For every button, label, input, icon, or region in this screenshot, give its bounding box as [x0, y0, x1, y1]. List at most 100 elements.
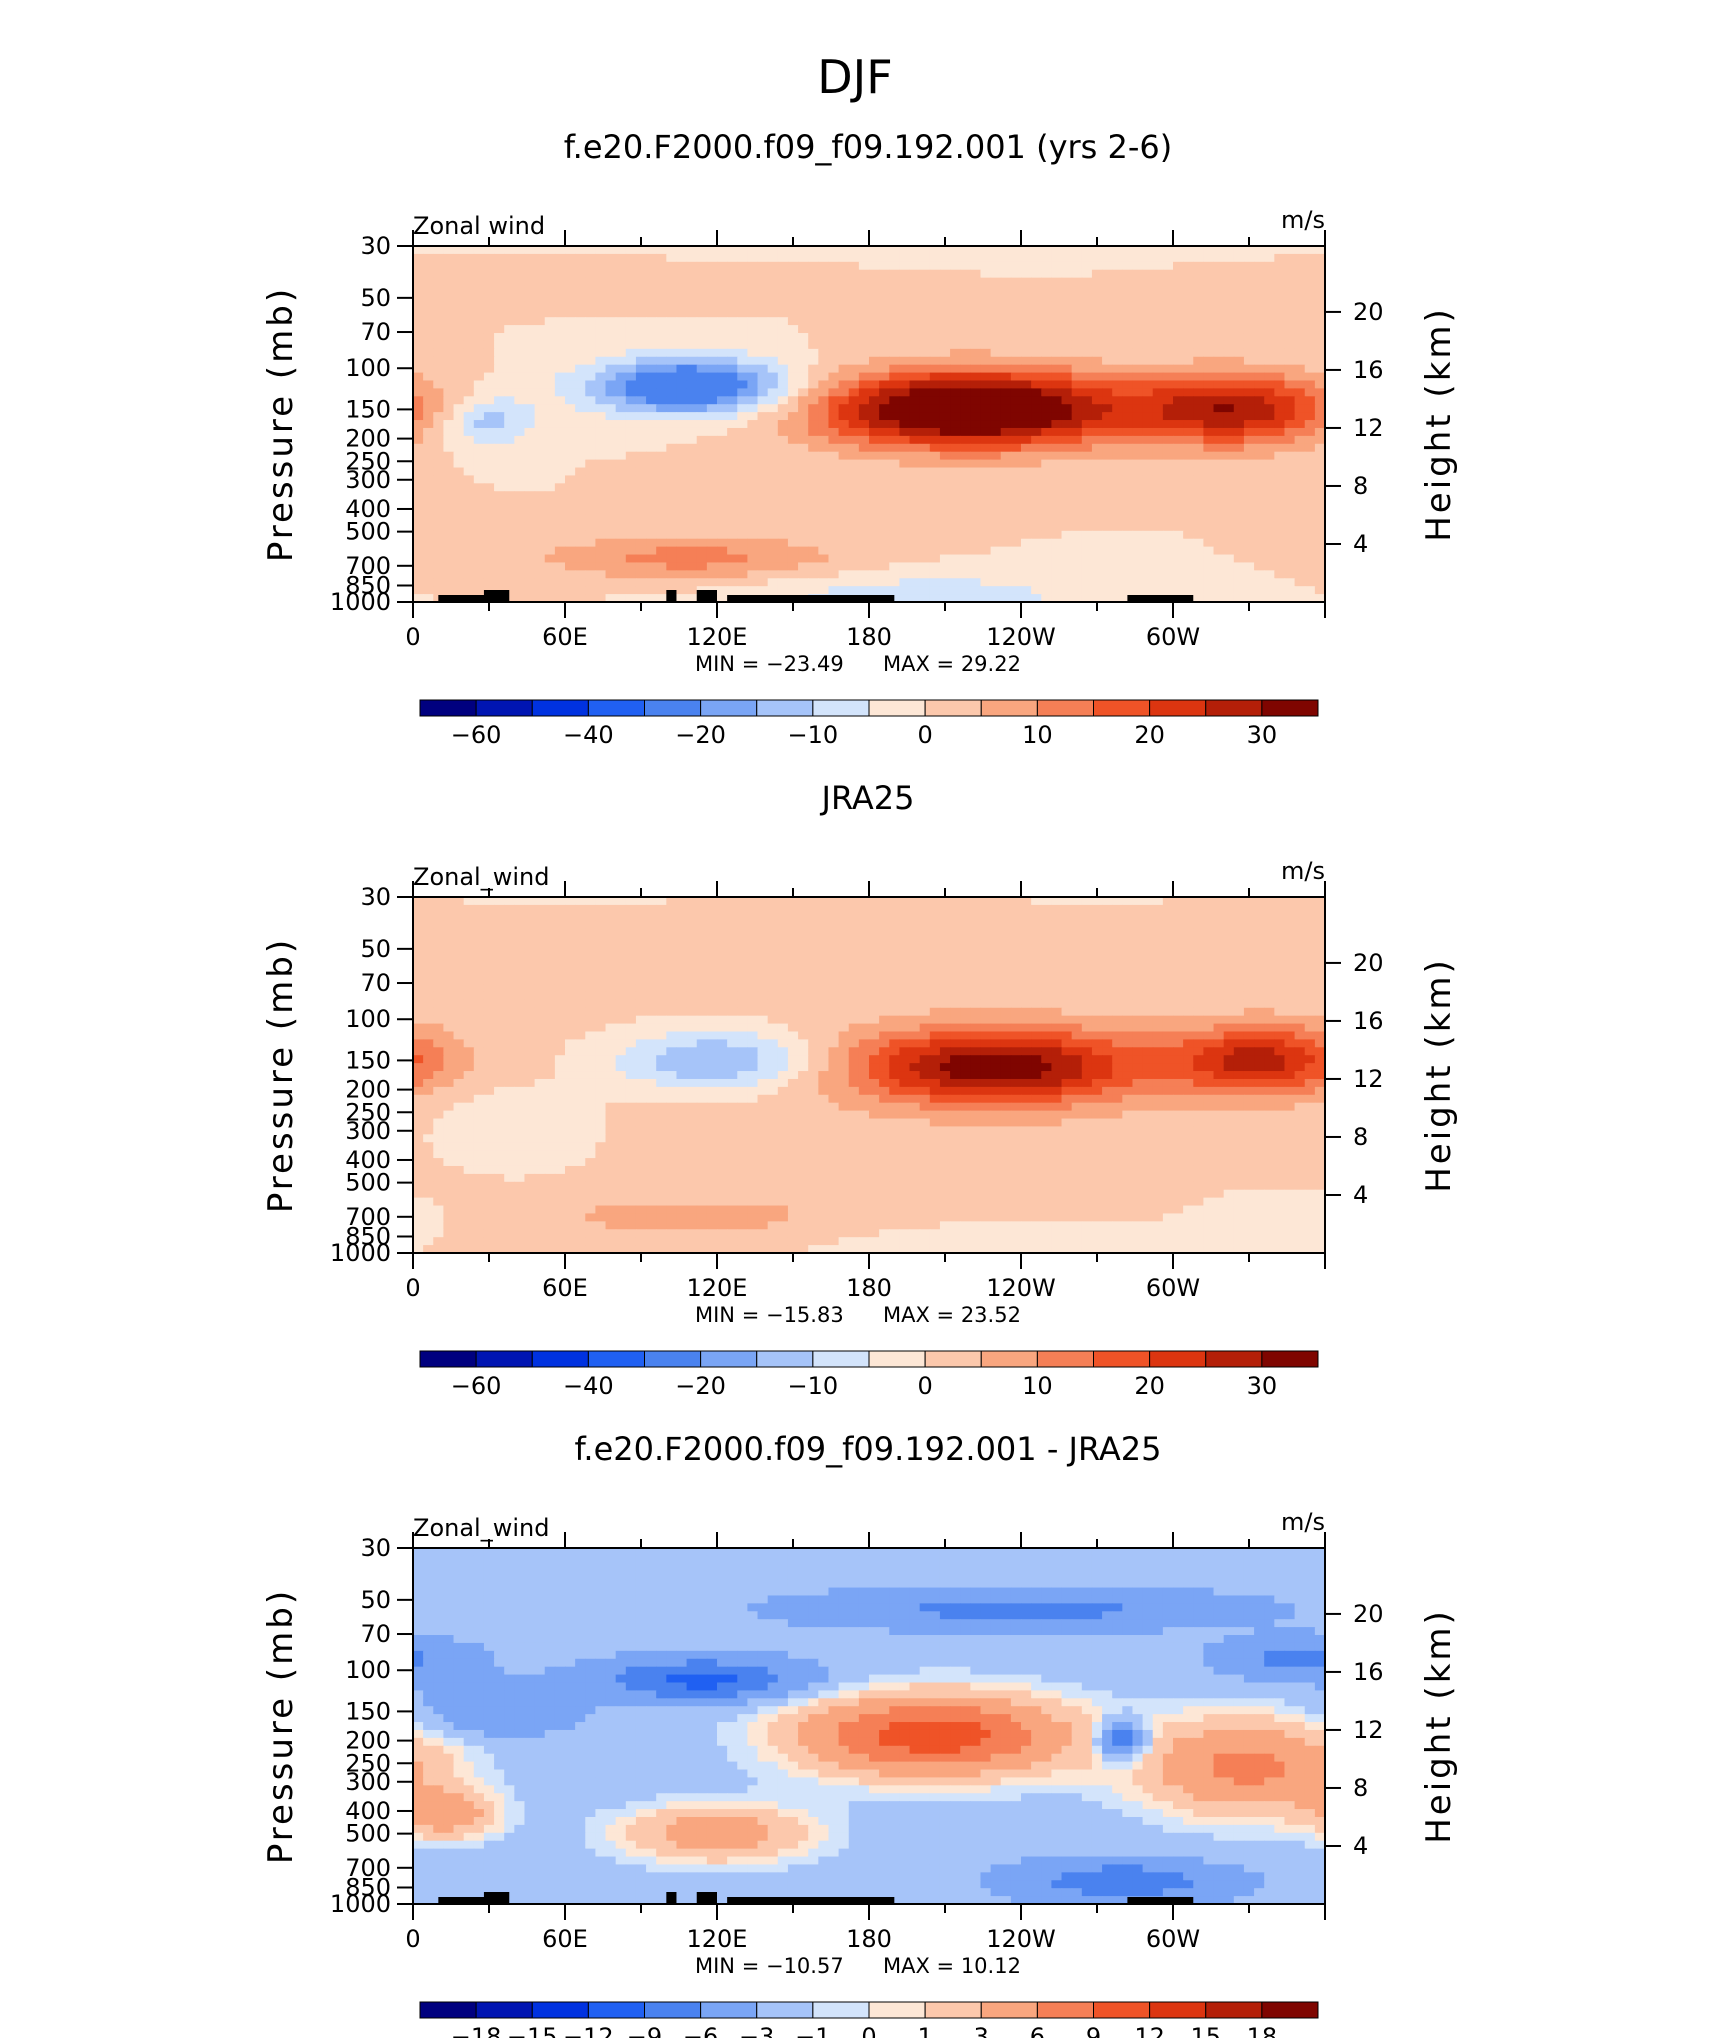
field-cell: [1254, 396, 1265, 405]
field-cell: [656, 269, 667, 279]
field-cell: [1031, 578, 1042, 587]
field-cell: [1162, 404, 1174, 413]
field-cell: [939, 427, 951, 437]
height-tick-label: 8: [1353, 472, 1368, 500]
field-cell: [798, 570, 809, 579]
field-cell: [899, 936, 911, 946]
field-cell: [656, 538, 667, 548]
field-cell: [565, 952, 576, 961]
field-cell: [777, 309, 789, 318]
field-cell: [1091, 285, 1103, 295]
field-cell: [483, 309, 495, 318]
field-cell: [1314, 944, 1326, 953]
field-cell: [838, 412, 850, 421]
field-cell: [747, 246, 759, 255]
field-cell: [858, 412, 870, 421]
field-cell: [757, 396, 769, 405]
field-cell: [838, 285, 850, 295]
field-cell: [483, 333, 495, 342]
field-cell: [1152, 364, 1164, 374]
field-cell: [615, 897, 627, 906]
field-cell: [757, 530, 769, 540]
field-cell: [990, 499, 1002, 508]
field-cell: [473, 388, 485, 397]
field-cell: [869, 443, 880, 453]
field-cell: [625, 904, 637, 914]
field-cell: [1314, 562, 1326, 571]
field-cell: [1274, 333, 1286, 342]
field-cell: [909, 404, 921, 413]
field-cell: [818, 920, 830, 930]
field-cell: [1294, 443, 1306, 453]
field-cell: [686, 404, 698, 413]
field-cell: [514, 325, 526, 334]
field-cell: [696, 522, 708, 532]
field-cell: [696, 554, 708, 564]
field-cell: [767, 388, 779, 397]
field-cell: [798, 380, 809, 389]
field-cell: [656, 499, 667, 508]
field-cell: [1233, 340, 1245, 350]
field-cell: [1233, 269, 1245, 279]
field-cell: [413, 554, 424, 564]
field-cell: [1122, 586, 1134, 595]
field-cell: [1213, 285, 1225, 295]
field-cell: [433, 427, 444, 437]
field-cell: [858, 333, 870, 342]
field-cell: [889, 499, 900, 508]
field-cell: [777, 507, 789, 516]
field-cell: [1041, 904, 1052, 914]
y-tick-label: 70: [360, 318, 391, 346]
field-cell: [1233, 412, 1245, 421]
field-cell: [1102, 514, 1113, 524]
field-cell: [423, 944, 434, 953]
field-cell: [595, 928, 607, 938]
field-cell: [1051, 261, 1063, 271]
field-cell: [635, 340, 647, 350]
field-cell: [909, 333, 921, 342]
field-cell: [777, 261, 789, 271]
field-cell: [899, 269, 911, 279]
field-cell: [1314, 325, 1326, 334]
field-cell: [1000, 459, 1012, 469]
field-cell: [1112, 412, 1123, 421]
field-cell: [1183, 570, 1194, 579]
field-cell: [980, 380, 992, 389]
field-cell: [899, 317, 911, 326]
field-cell: [1203, 340, 1215, 350]
field-cell: [980, 301, 992, 310]
field-cell: [504, 404, 515, 413]
field-cell: [706, 285, 718, 295]
field-cell: [970, 467, 982, 477]
field-cell: [666, 269, 678, 279]
field-cell: [747, 348, 759, 358]
field-cell: [1142, 388, 1154, 397]
field-cell: [605, 380, 617, 389]
field-cell: [1193, 897, 1204, 906]
field-cell: [787, 514, 799, 524]
field-cell: [615, 912, 627, 922]
field-cell: [757, 443, 769, 453]
field-cell: [1203, 459, 1215, 469]
field-cell: [575, 261, 586, 271]
field-cell: [1081, 562, 1093, 571]
field-cell: [676, 261, 688, 271]
field-cell: [1091, 356, 1103, 366]
field-cell: [544, 944, 556, 953]
field-cell: [1294, 348, 1306, 358]
field-cell: [1152, 554, 1164, 564]
field-cell: [686, 356, 698, 366]
field-cell: [504, 570, 515, 579]
field-cell: [747, 333, 759, 342]
field-cell: [666, 404, 678, 413]
field-cell: [433, 522, 444, 532]
field-cell: [1213, 293, 1225, 302]
field-cell: [1284, 246, 1296, 255]
field-cell: [1010, 317, 1022, 326]
field-cell: [1314, 253, 1326, 263]
field-cell: [463, 507, 475, 516]
field-cell: [970, 546, 982, 556]
field-cell: [646, 459, 657, 469]
field-cell: [939, 475, 951, 484]
field-cell: [1041, 514, 1052, 524]
